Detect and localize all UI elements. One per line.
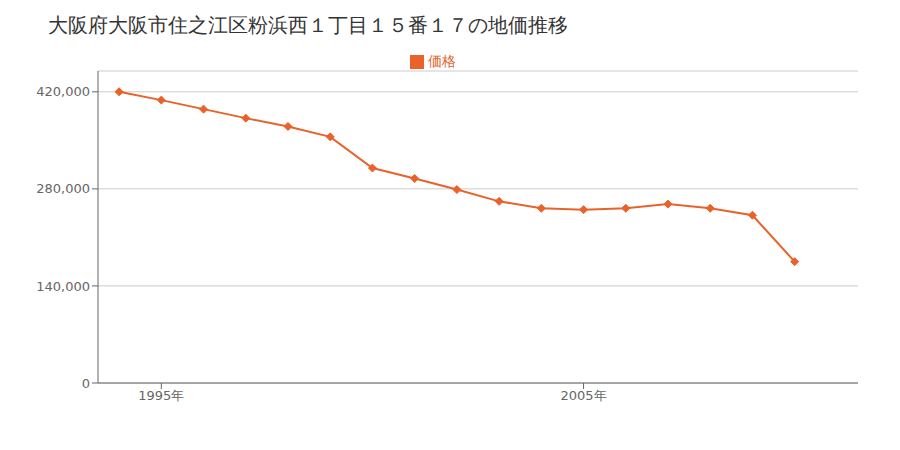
html-text:価格: 価格 [428, 53, 456, 69]
svg-text:2005年: 2005年 [561, 388, 607, 403]
svg-text:1995年: 1995年 [138, 388, 184, 403]
html-text:大阪府大阪市住之江区粉浜西１丁目１５番１７の地価推移: 大阪府大阪市住之江区粉浜西１丁目１５番１７の地価推移 [48, 13, 568, 37]
svg-text:420,000: 420,000 [36, 84, 90, 99]
svg-text:140,000: 140,000 [36, 279, 90, 294]
svg-text:0: 0 [82, 376, 90, 391]
svg-text:280,000: 280,000 [36, 181, 90, 196]
